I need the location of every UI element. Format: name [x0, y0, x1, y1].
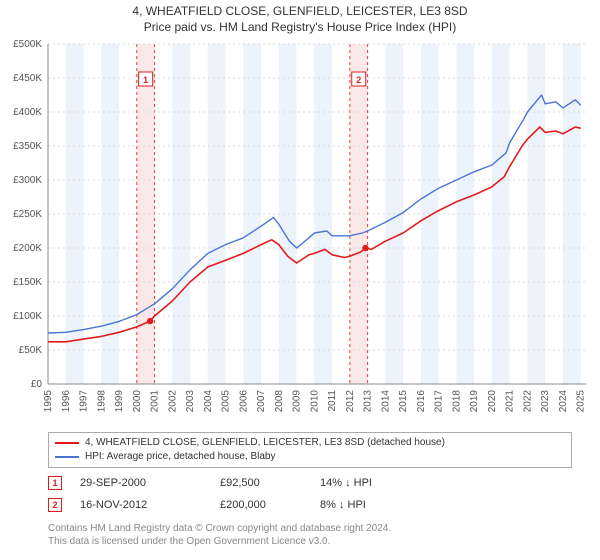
svg-text:1995: 1995	[43, 390, 54, 413]
legend: 4, WHEATFIELD CLOSE, GLENFIELD, LEICESTE…	[48, 432, 572, 468]
svg-text:2008: 2008	[274, 390, 285, 413]
svg-text:2002: 2002	[167, 390, 178, 413]
svg-text:2020: 2020	[487, 390, 498, 413]
svg-text:2006: 2006	[238, 390, 249, 413]
svg-text:£150K: £150K	[13, 277, 42, 288]
svg-text:2: 2	[356, 75, 361, 85]
svg-text:2023: 2023	[540, 390, 551, 413]
svg-text:2007: 2007	[256, 390, 267, 413]
svg-text:1996: 1996	[61, 390, 72, 413]
legend-label: HPI: Average price, detached house, Blab…	[85, 450, 276, 464]
svg-text:2019: 2019	[469, 390, 480, 413]
svg-text:£400K: £400K	[13, 107, 42, 118]
svg-text:2000: 2000	[132, 390, 143, 413]
svg-text:2010: 2010	[309, 390, 320, 413]
legend-swatch	[55, 442, 79, 444]
sale-marker: 1	[48, 476, 62, 490]
svg-text:2024: 2024	[558, 390, 569, 413]
svg-text:£500K: £500K	[13, 39, 42, 50]
sale-marker: 2	[48, 498, 62, 512]
svg-text:1: 1	[143, 75, 148, 85]
attribution-line: Contains HM Land Registry data © Crown c…	[48, 522, 572, 535]
svg-text:2005: 2005	[221, 390, 232, 413]
svg-text:2014: 2014	[380, 390, 391, 413]
legend-item-hpi: HPI: Average price, detached house, Blab…	[55, 450, 565, 464]
sale-row: 1 29-SEP-2000 £92,500 14% ↓ HPI	[48, 472, 572, 494]
svg-text:£300K: £300K	[13, 175, 42, 186]
svg-text:2011: 2011	[327, 390, 338, 412]
svg-text:2009: 2009	[292, 390, 303, 413]
svg-text:2016: 2016	[416, 390, 427, 413]
svg-text:2003: 2003	[185, 390, 196, 413]
svg-text:1998: 1998	[96, 390, 107, 413]
legend-item-property: 4, WHEATFIELD CLOSE, GLENFIELD, LEICESTE…	[55, 436, 565, 450]
title-address: 4, WHEATFIELD CLOSE, GLENFIELD, LEICESTE…	[0, 0, 600, 20]
title-subtitle: Price paid vs. HM Land Registry's House …	[0, 20, 600, 36]
svg-text:£50K: £50K	[19, 345, 43, 356]
svg-text:1997: 1997	[79, 390, 90, 413]
svg-text:£350K: £350K	[13, 141, 42, 152]
svg-text:2012: 2012	[345, 390, 356, 413]
sale-price: £200,000	[220, 499, 320, 511]
svg-text:2015: 2015	[398, 390, 409, 413]
chart-container: 4, WHEATFIELD CLOSE, GLENFIELD, LEICESTE…	[0, 0, 600, 560]
svg-text:2022: 2022	[522, 390, 533, 413]
attribution-line: This data is licensed under the Open Gov…	[48, 535, 572, 548]
sale-date: 16-NOV-2012	[80, 499, 220, 511]
svg-text:2018: 2018	[451, 390, 462, 413]
chart: £0 £50K £100K £150K £200K £250K £300K £350K £400…	[0, 38, 600, 430]
svg-text:2017: 2017	[434, 390, 445, 413]
svg-text:£450K: £450K	[13, 73, 42, 84]
svg-text:2021: 2021	[505, 390, 516, 413]
sales-table: 1 29-SEP-2000 £92,500 14% ↓ HPI 2 16-NOV…	[48, 472, 572, 516]
svg-text:£0: £0	[31, 379, 43, 390]
svg-text:£100K: £100K	[13, 311, 42, 322]
svg-text:2025: 2025	[576, 390, 587, 413]
sale-date: 29-SEP-2000	[80, 477, 220, 489]
svg-text:2004: 2004	[203, 390, 214, 413]
attribution: Contains HM Land Registry data © Crown c…	[48, 522, 572, 548]
sale-delta: 14% ↓ HPI	[320, 477, 440, 489]
svg-text:£200K: £200K	[13, 243, 42, 254]
svg-text:£250K: £250K	[13, 209, 42, 220]
svg-text:2013: 2013	[363, 390, 374, 413]
sale-row: 2 16-NOV-2012 £200,000 8% ↓ HPI	[48, 494, 572, 516]
legend-swatch	[55, 456, 79, 458]
svg-text:2001: 2001	[150, 390, 161, 413]
legend-label: 4, WHEATFIELD CLOSE, GLENFIELD, LEICESTE…	[85, 436, 445, 450]
sale-delta: 8% ↓ HPI	[320, 499, 440, 511]
svg-text:1999: 1999	[114, 390, 125, 413]
sale-price: £92,500	[220, 477, 320, 489]
